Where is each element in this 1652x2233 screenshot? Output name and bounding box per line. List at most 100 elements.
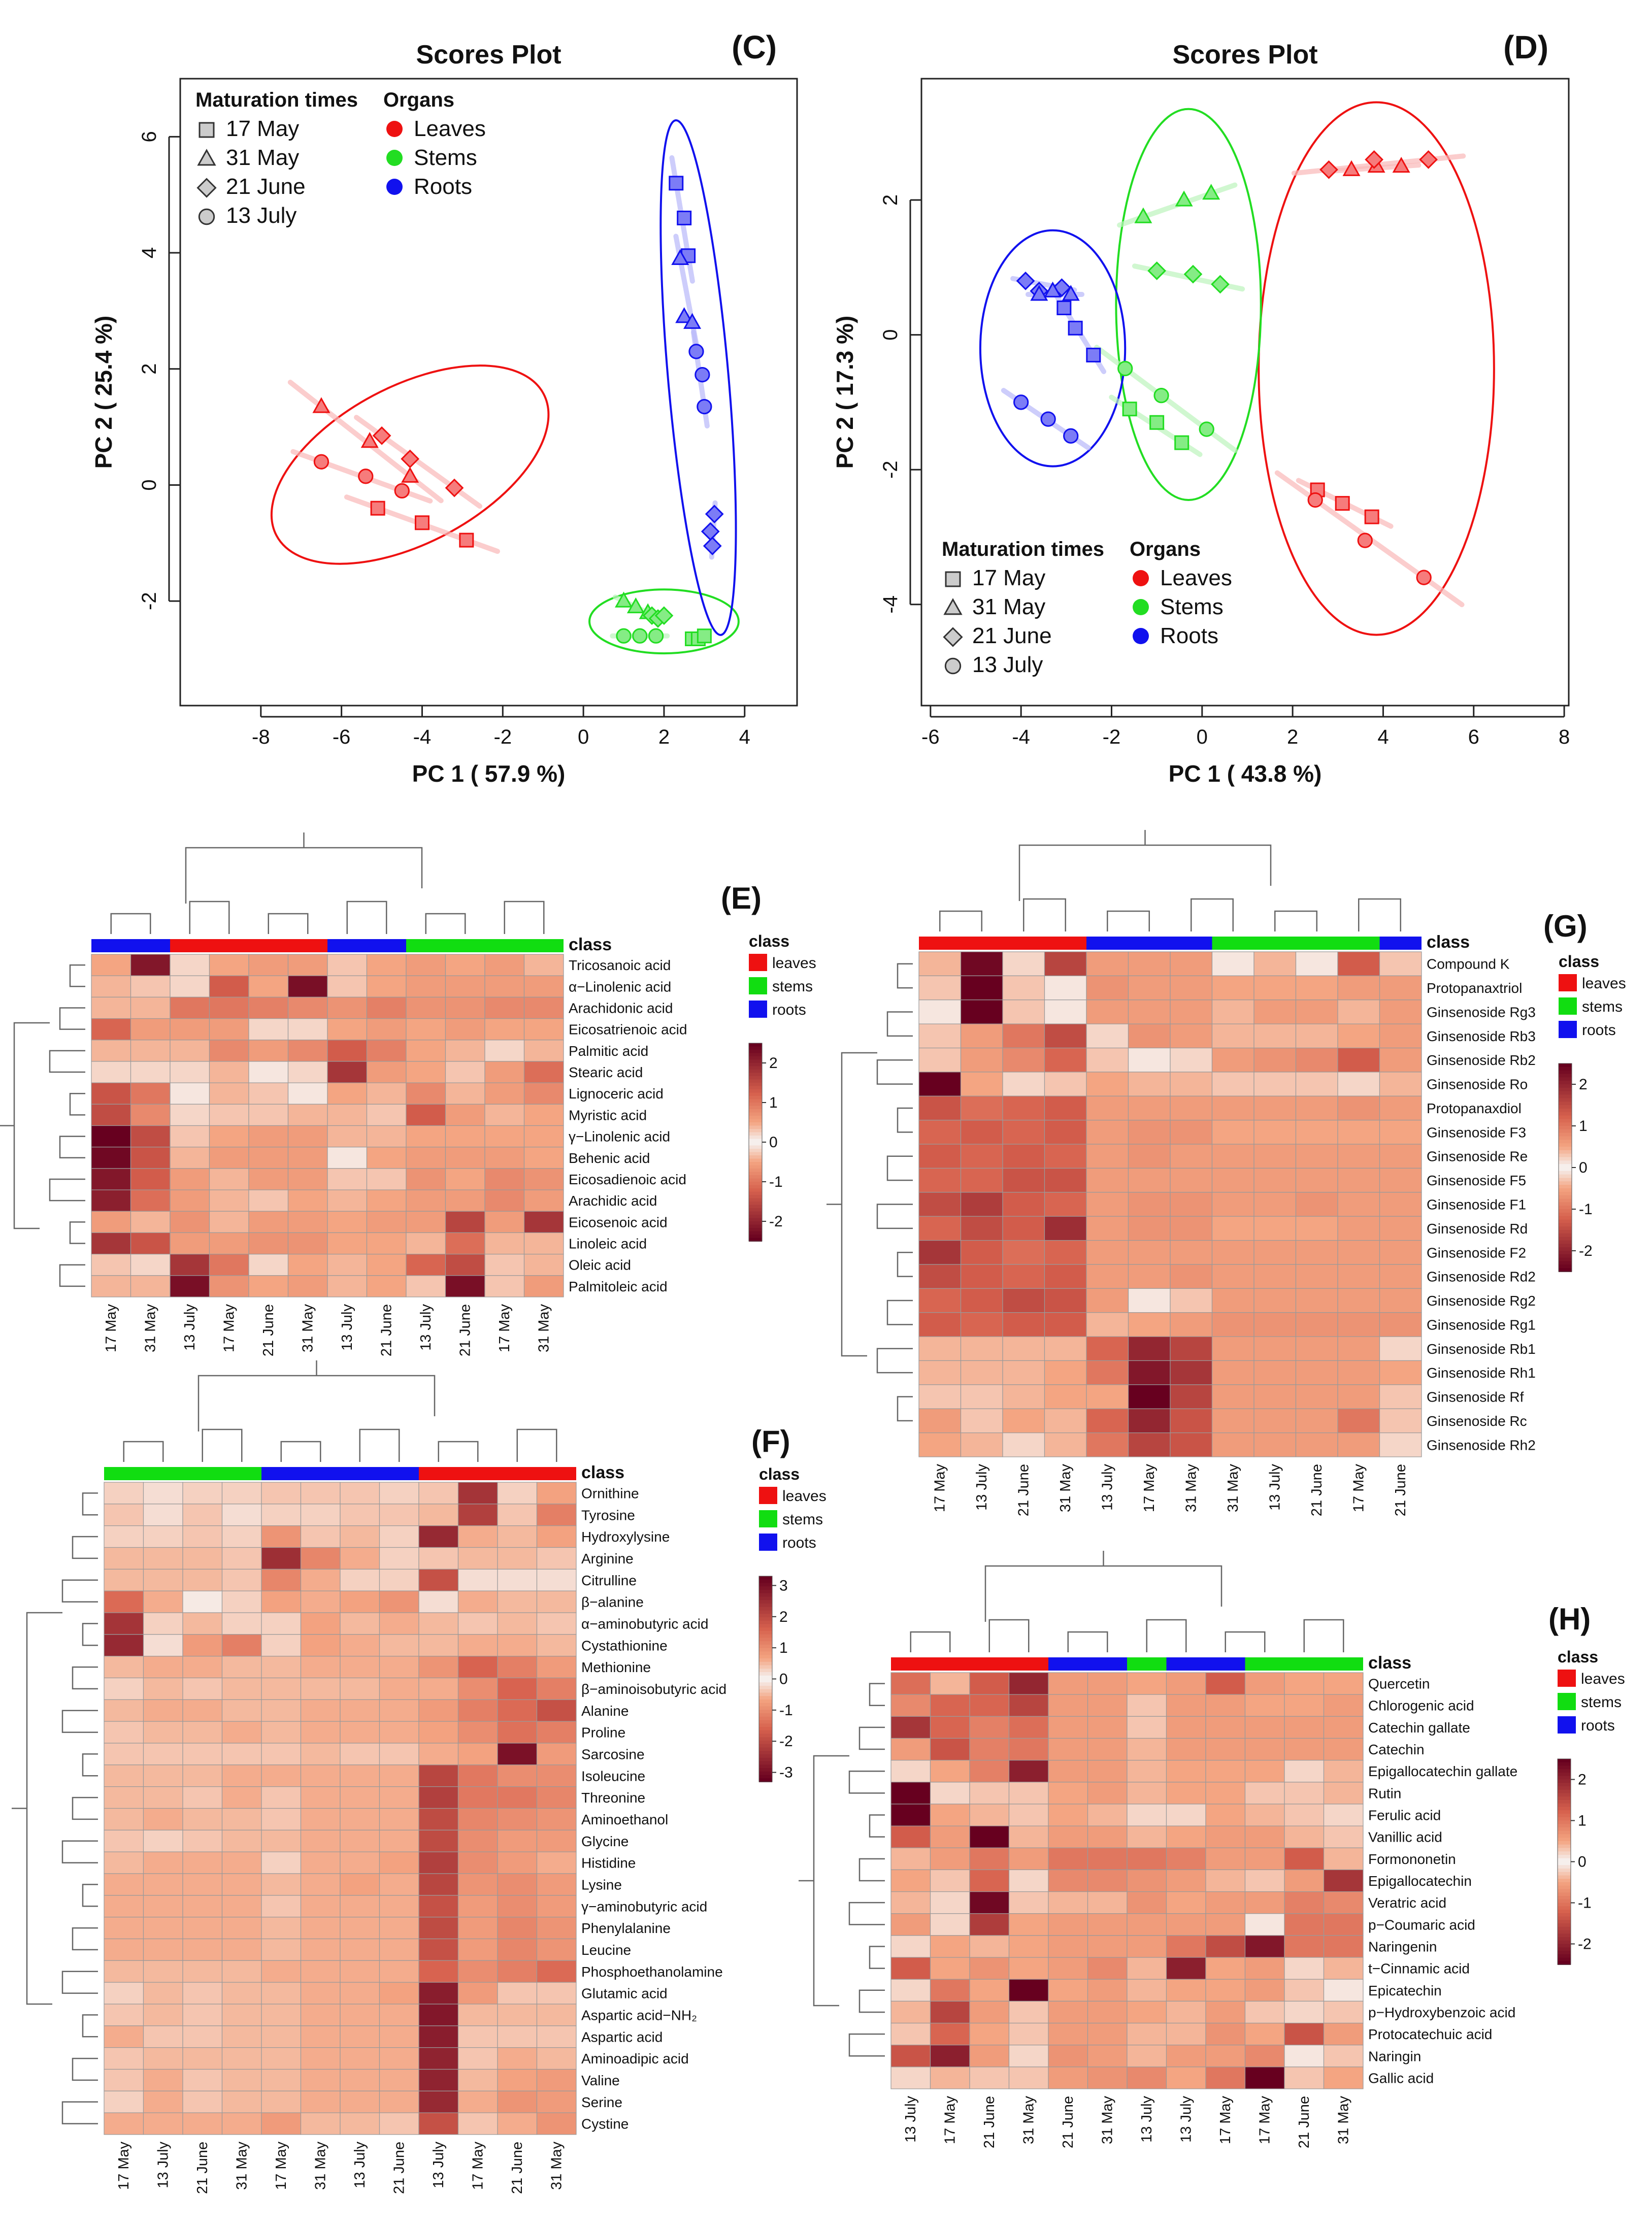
heatmap-cell (1048, 1869, 1088, 1892)
heatmap-cell (209, 1275, 249, 1297)
score-point (669, 176, 684, 191)
heatmap-cell (300, 1634, 341, 1657)
heatmap-cell (1048, 1694, 1088, 1717)
heatmap-cell (1170, 1240, 1213, 1265)
color-scale-segment (1558, 1892, 1571, 1896)
dendrogram-branch (82, 2014, 98, 2038)
heatmap-cell (418, 1482, 459, 1505)
heatmap-cell (930, 2045, 970, 2068)
heatmap-cell (930, 1847, 970, 1871)
heatmap-cell (1127, 1825, 1167, 1848)
heatmap-cell (406, 1254, 446, 1276)
heatmap-cell (209, 1104, 249, 1126)
heatmap-cell (536, 2090, 577, 2113)
color-scale-segment (749, 1238, 762, 1242)
heatmap-cell (300, 1569, 341, 1591)
row-label: Hydroxylysine (581, 1529, 670, 1545)
heatmap-cell (1002, 975, 1045, 1001)
row-label: Arginine (581, 1551, 634, 1567)
class-bar-cell (1127, 1657, 1167, 1671)
heatmap-cell (930, 2022, 970, 2046)
class-bar-cell (1044, 937, 1086, 950)
dendrogram-branch (69, 964, 85, 987)
heatmap-cell (1166, 1694, 1206, 1717)
heatmap-cell (1048, 1825, 1088, 1848)
heatmap-cell (960, 1336, 1003, 1361)
heatmap-cell (1253, 1216, 1297, 1241)
color-scale-segment (759, 1583, 772, 1587)
heatmap-cell (170, 1104, 210, 1126)
class-bar-cell (1254, 937, 1296, 950)
color-scale-segment (1558, 1783, 1571, 1787)
class-bar-cell (1048, 1657, 1088, 1671)
heatmap-cell (1379, 975, 1422, 1001)
heatmap-cell (221, 1851, 262, 1874)
legend-swatch (759, 1487, 777, 1504)
dendrogram-branch (59, 1136, 85, 1159)
heatmap-cell (143, 1960, 183, 1983)
heatmap-cell (1323, 1979, 1364, 2002)
column-label: 13 July (1139, 2096, 1155, 2143)
heatmap-cell (287, 1125, 328, 1148)
heatmap-cell (1205, 1913, 1246, 1936)
panel-label: (D) (1503, 29, 1548, 65)
class-bar-cell (1296, 937, 1338, 950)
heatmap-cell (1379, 1072, 1422, 1096)
color-scale-segment (749, 1158, 762, 1162)
heatmap-cell (1127, 1935, 1167, 1958)
dendrogram-branch (848, 1770, 885, 1794)
heatmap-cell (484, 1104, 525, 1126)
color-scale-segment (759, 1768, 772, 1772)
score-point (1342, 160, 1361, 176)
dendrogram-branch (988, 1619, 1030, 1652)
heatmap-cell (143, 1873, 183, 1896)
heatmap-cell (960, 1240, 1003, 1265)
heatmap-cell (536, 1482, 577, 1505)
dendrogram-branch (876, 1059, 913, 1085)
dendrogram-branch (280, 1441, 321, 1462)
color-scale-segment (1558, 1814, 1571, 1818)
heatmap-cell (1086, 1192, 1129, 1217)
color-scale-label: -2 (1579, 1243, 1593, 1259)
heatmap-cell (418, 2047, 459, 2070)
row-label: Ginsenoside Rg3 (1427, 1004, 1536, 1020)
heatmap-cell (536, 1699, 577, 1722)
heatmap-cell (1253, 1120, 1297, 1145)
heatmap-cell (1128, 1192, 1171, 1217)
heatmap-cell (1284, 1825, 1325, 1848)
heatmap-cell (1211, 975, 1254, 1001)
row-label: Naringin (1368, 2048, 1421, 2064)
column-label: 31 May (1099, 2096, 1115, 2145)
heatmap-cell (340, 1982, 380, 2005)
heatmap-cell (1008, 1847, 1049, 1871)
heatmap-cell (1170, 1384, 1213, 1409)
heatmap-cell (1337, 1432, 1380, 1457)
heatmap-cell (1379, 1288, 1422, 1313)
class-bar-cell (1206, 1657, 1245, 1671)
heatmap-cell (536, 2112, 577, 2135)
row-label: Aspartic acid (581, 2029, 663, 2045)
color-scale-segment (1559, 1143, 1572, 1147)
heatmap-cell (1002, 1240, 1045, 1265)
heatmap-cell (1087, 2022, 1128, 2046)
trend-band (354, 415, 483, 509)
legend-time-label: 31 May (972, 594, 1045, 619)
color-scale-segment (1558, 1923, 1571, 1927)
heatmap-cell (1128, 1408, 1171, 1434)
color-scale-segment (1558, 1951, 1571, 1955)
heatmap-cell (170, 996, 210, 1019)
heatmap-cell (143, 2069, 183, 2091)
score-point (1086, 347, 1101, 362)
heatmap-cell (1044, 1408, 1087, 1434)
color-scale-segment (759, 1579, 772, 1584)
color-scale-segment (749, 1053, 762, 1057)
dendrogram-branch (72, 1927, 98, 1951)
dendrogram-branch (1067, 1631, 1108, 1652)
heatmap-cell (1044, 1023, 1087, 1049)
heatmap-cell (1087, 1847, 1128, 1871)
x-tick-label: -6 (333, 726, 351, 748)
heatmap-cell (340, 1482, 380, 1505)
row-label: Protopanaxdiol (1427, 1101, 1522, 1116)
color-scale-segment (1559, 1115, 1572, 1120)
